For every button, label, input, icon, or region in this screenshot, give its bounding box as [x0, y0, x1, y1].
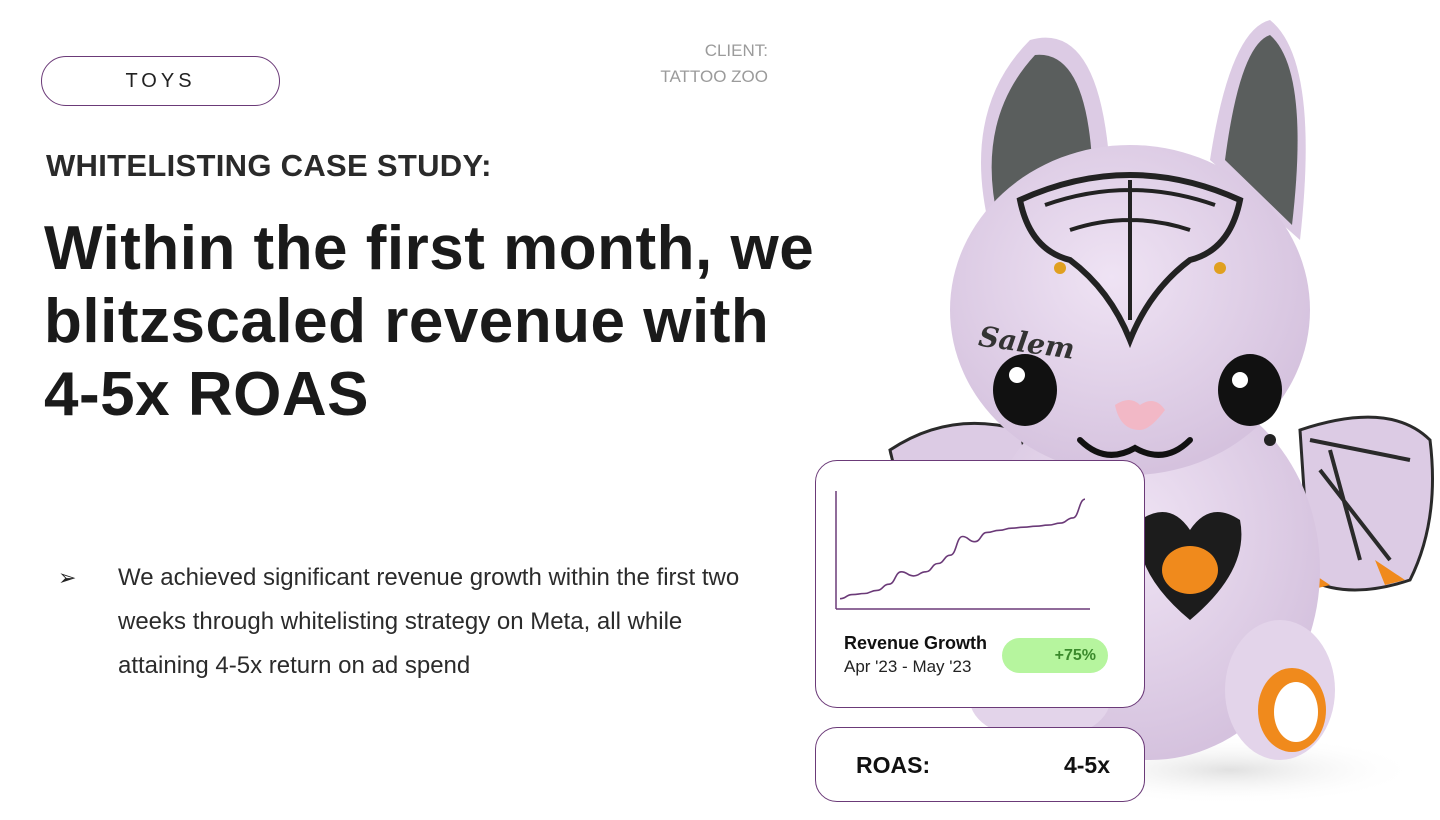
roas-value: 4-5x [1063, 752, 1110, 778]
revenue-card-title: Revenue Growth [844, 633, 988, 653]
roas-card: ROAS: 4-5x [815, 727, 1145, 802]
revenue-date-range: Apr '23 - May '23 [844, 657, 972, 676]
plush-bat-toy-illustration: Salem [888, 20, 1434, 805]
revenue-line-chart [835, 491, 1090, 610]
roas-label: ROAS: [856, 752, 931, 778]
headline-line-3: 4-5x ROAS [44, 360, 369, 429]
headline-line-2: blitzscaled revenue with [44, 287, 770, 356]
client-label: CLIENT: [704, 41, 768, 60]
client-name: TATTOO ZOO [660, 67, 768, 86]
arrow-bullet-icon: ➢ [58, 565, 77, 590]
category-tag: TOYS [41, 56, 280, 106]
bullet-text: We achieved significant revenue growth w… [118, 556, 739, 688]
case-study-eyebrow: WHITELISTING CASE STUDY: [46, 148, 492, 183]
page-headline: Within the first month, we blitzscaled r… [44, 212, 844, 431]
headline-line-1: Within the first month, we [44, 214, 815, 283]
bullet-line-3: attaining 4-5x return on ad spend [118, 652, 471, 679]
bullet-line-2: weeks through whitelisting strategy on M… [118, 608, 683, 635]
revenue-series-line [839, 498, 1086, 600]
result-bullet: ➢ We achieved significant revenue growth… [58, 556, 798, 688]
client-info: CLIENT: TATTOO ZOO [600, 38, 768, 90]
growth-badge: +75% [1002, 638, 1108, 673]
revenue-growth-card: Revenue Growth Apr '23 - May '23 +75% [815, 460, 1145, 708]
bullet-line-1: We achieved significant revenue growth w… [118, 564, 740, 591]
